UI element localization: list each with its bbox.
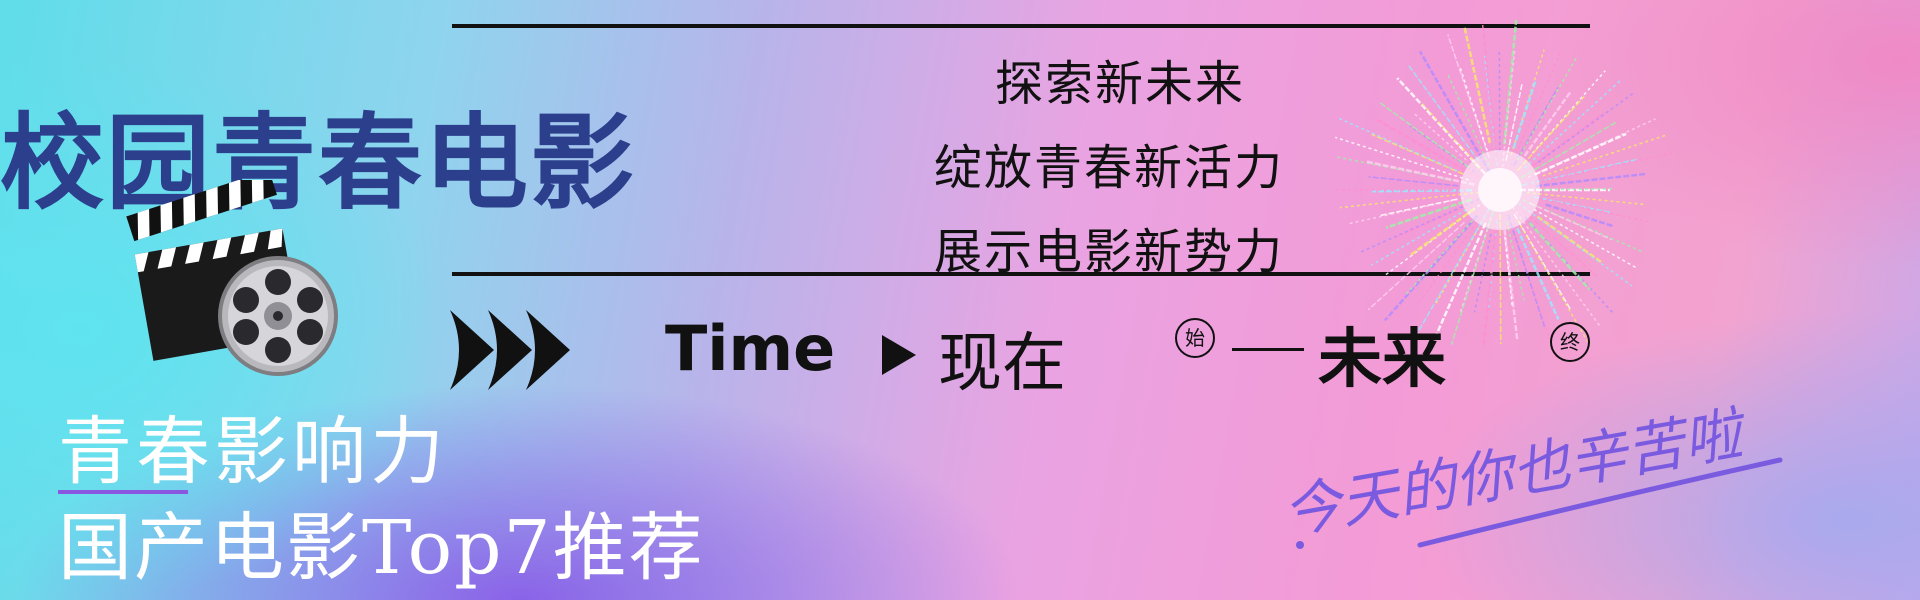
- firework-ray: [1506, 222, 1525, 301]
- firework-ray: [1522, 199, 1643, 253]
- slogan-2: 绽放青春新活力: [934, 140, 1285, 196]
- film-clapperboard-icon: [126, 180, 338, 376]
- firework-ray: [1405, 219, 1474, 296]
- firework-ray: [1518, 202, 1633, 287]
- firework-ray: [1371, 189, 1473, 193]
- firework-ray: [1374, 117, 1480, 180]
- firework-ray: [1378, 198, 1458, 217]
- timeline-end-mark: 终: [1550, 322, 1590, 362]
- handwriting-text: 今天的你也辛苦啦: [1278, 398, 1754, 547]
- firework-ray: [1394, 208, 1459, 239]
- firework-ray: [1501, 47, 1516, 168]
- handwriting-graphic: 今天的你也辛苦啦: [1278, 398, 1783, 549]
- firework-ray: [1545, 203, 1613, 228]
- triple-arrow-icon: [450, 310, 570, 390]
- firework-ray: [1521, 209, 1598, 278]
- firework-ray: [1414, 206, 1491, 338]
- firework-ray: [1531, 111, 1606, 168]
- firework-ray: [1499, 213, 1502, 345]
- firework-ray: [1528, 221, 1591, 291]
- firework-ray: [1533, 208, 1639, 270]
- firework-ray: [1463, 25, 1492, 144]
- firework-ray: [1450, 210, 1495, 345]
- firework-ray: [1523, 79, 1622, 169]
- firework-ray: [1528, 152, 1676, 185]
- firework-ray: [1503, 20, 1518, 145]
- firework-ray: [1370, 209, 1467, 266]
- firework-ray: [1371, 133, 1464, 175]
- firework-ray: [1507, 51, 1562, 172]
- firework-ray: [1334, 136, 1469, 181]
- fireworks-graphic: [1334, 20, 1676, 360]
- firework-ray: [1527, 118, 1656, 178]
- firework-ray: [1419, 211, 1485, 302]
- firework-ray: [1359, 198, 1480, 253]
- timeline-future: 未来: [1318, 323, 1446, 397]
- firework-ray: [1523, 90, 1573, 157]
- firework-ray: [1535, 172, 1646, 188]
- subtitle-top7: 国产电影Top7推荐: [58, 505, 705, 591]
- firework-ray: [1408, 207, 1475, 257]
- firework-ray: [1511, 206, 1602, 329]
- slogan-3: 展示电影新势力: [934, 224, 1285, 280]
- film-reel-icon: [218, 256, 338, 376]
- firework-ray: [1516, 227, 1560, 320]
- firework-ray: [1516, 55, 1579, 161]
- firework-ray: [1385, 198, 1472, 229]
- play-triangle-icon: [882, 335, 916, 375]
- firework-ray: [1337, 117, 1458, 172]
- firework-ray: [1432, 222, 1487, 343]
- timeline-start-mark: 始: [1175, 318, 1215, 358]
- firework-ray: [1447, 73, 1490, 166]
- firework-ray: [1526, 191, 1647, 206]
- firework-ray: [1368, 176, 1459, 187]
- firework-ray: [1407, 63, 1480, 162]
- page-title: 校园青春电影: [0, 102, 637, 224]
- firework-ray: [1542, 134, 1667, 177]
- firework-ray: [1520, 121, 1617, 179]
- firework-ray: [1513, 213, 1571, 310]
- firework-ray: [1366, 160, 1475, 186]
- firework-ray: [1534, 132, 1627, 176]
- firework-ray: [1418, 50, 1492, 174]
- firework-ray: [1539, 197, 1648, 223]
- firework-ray: [1383, 214, 1479, 322]
- firework-ray: [1516, 95, 1585, 172]
- firework-ray: [1536, 215, 1604, 265]
- subtitle-accent-line: [58, 490, 188, 494]
- firework-ray: [1339, 191, 1480, 209]
- middle-rule: [452, 272, 1590, 276]
- subtitle-influence: 青春影响力: [58, 409, 448, 495]
- firework-ray: [1516, 219, 1589, 342]
- firework-ray: [1524, 216, 1614, 314]
- timeline-dash: [1232, 348, 1304, 351]
- top-rule: [452, 24, 1590, 28]
- firework-ray: [1482, 227, 1498, 348]
- firework-ray: [1367, 221, 1465, 311]
- firework-ray: [1507, 214, 1546, 330]
- timeline-now: 现在: [938, 327, 1066, 401]
- firework-ray: [1459, 217, 1492, 313]
- slogan-1: 探索新未来: [995, 56, 1246, 112]
- firework-ray: [1379, 102, 1470, 169]
- firework-ray: [1409, 125, 1476, 173]
- firework-ray: [1473, 233, 1492, 313]
- timeline-label: Time: [665, 312, 836, 385]
- firework-ray: [1537, 91, 1636, 163]
- firework-ray: [1503, 229, 1519, 340]
- firework-ray: [1481, 20, 1498, 159]
- firework-ray: [1528, 202, 1612, 241]
- firework-ray: [1512, 81, 1537, 149]
